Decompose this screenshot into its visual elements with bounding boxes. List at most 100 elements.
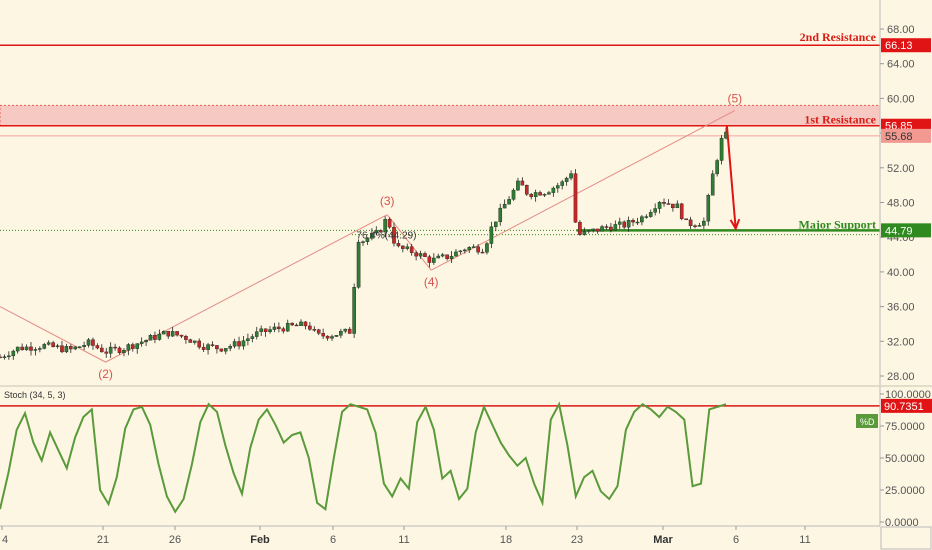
candle-body	[33, 349, 38, 351]
candle-body	[91, 339, 95, 346]
candle-body	[73, 346, 78, 350]
candle-body	[263, 328, 268, 332]
forecast-arrowhead	[729, 218, 741, 231]
candle-body	[135, 343, 140, 349]
candle-body	[679, 203, 684, 219]
time-tick-label: Feb	[250, 534, 270, 546]
wave-count-lines	[0, 110, 736, 363]
candle-body	[184, 336, 188, 340]
time-axis[interactable]: 4 21 26 Feb 6 11 18 23 Mar 6 11	[0, 525, 880, 546]
wave-line	[0, 306, 106, 363]
candle-body	[95, 345, 100, 349]
candle-body	[312, 329, 317, 331]
forecast-arrow	[725, 125, 737, 229]
candle-body	[494, 221, 498, 227]
candle-body	[476, 246, 480, 253]
time-tick-label: Mar	[653, 534, 673, 546]
candle-body	[139, 341, 144, 344]
candle-body	[569, 173, 573, 179]
candle-body	[604, 226, 609, 228]
wave-labels: (2) (3) (4) (5)	[98, 92, 742, 382]
candle-body	[533, 192, 538, 198]
candle-body	[542, 193, 547, 196]
stochastic-axis[interactable]: 100.0000 75.0000 50.0000 25.0000 0.0000 90.7…	[856, 386, 932, 529]
candle-body	[237, 341, 241, 347]
candle-body	[15, 346, 20, 352]
candle-body	[299, 321, 303, 326]
candle-body	[175, 331, 179, 336]
candle-body	[86, 339, 91, 346]
candle-body	[710, 173, 715, 196]
candle-body	[356, 241, 361, 288]
candle-body	[250, 336, 255, 339]
candle-body	[55, 345, 60, 347]
candle-body	[303, 321, 308, 327]
wave-line	[430, 110, 736, 271]
candle-body	[538, 192, 542, 196]
candle-body	[635, 221, 640, 224]
candle-body	[387, 218, 392, 228]
candle-body	[463, 249, 467, 252]
candle-body	[285, 322, 290, 332]
candle-body	[467, 247, 472, 251]
candle-body	[46, 342, 51, 345]
candle-body	[392, 226, 396, 244]
candle-body	[489, 226, 494, 244]
candle-body	[693, 225, 697, 227]
candle-body	[547, 192, 551, 195]
candle-body	[325, 335, 330, 339]
candle-body	[414, 252, 418, 257]
candle-body	[564, 177, 569, 182]
candle-body	[201, 346, 206, 350]
candle-body	[516, 180, 520, 191]
stochastic-tick-label: 75.0000	[885, 421, 925, 433]
candle-body	[591, 228, 595, 231]
candle-body	[436, 255, 441, 259]
candle-body	[427, 256, 432, 263]
candle-body	[179, 334, 184, 337]
candle-body	[675, 203, 680, 209]
candle-body	[294, 324, 299, 327]
candle-body	[343, 328, 348, 332]
candle-body	[445, 254, 449, 259]
candle-body	[498, 207, 503, 223]
candle-body	[644, 216, 649, 218]
candle-body	[600, 226, 604, 232]
candle-body	[418, 253, 423, 257]
candle-body	[100, 347, 104, 353]
candle-body	[396, 243, 401, 247]
candle-body	[648, 212, 653, 217]
stochastic-legend-tag: %D	[856, 414, 878, 428]
price-panel: (2) (3) (4) (5) 76.4%(44.29) 2nd Resistance…	[0, 30, 881, 382]
candle-body	[108, 346, 113, 354]
candle-body	[161, 331, 166, 335]
candle-body	[480, 251, 485, 254]
candle-body	[29, 346, 33, 351]
candle-body	[215, 345, 219, 350]
candle-body	[188, 339, 193, 343]
candle-body	[272, 326, 277, 330]
candle-body	[210, 344, 215, 346]
candle-body	[365, 238, 370, 242]
candle-body	[586, 230, 591, 232]
candle-body	[334, 335, 339, 337]
candle-body	[560, 181, 565, 186]
svg-text:%D: %D	[860, 417, 875, 427]
candle-body	[144, 340, 148, 343]
candle-body	[458, 250, 463, 253]
candle-body	[330, 336, 334, 339]
candle-body	[423, 253, 427, 257]
candle-body	[232, 341, 237, 347]
candle-body	[20, 346, 24, 351]
support-label: Major Support	[799, 217, 876, 231]
candle-body	[697, 225, 702, 227]
candle-body	[254, 331, 259, 337]
candle-body	[706, 195, 711, 222]
settings-corner[interactable]	[880, 526, 932, 550]
candle-body	[471, 246, 476, 248]
candle-body	[631, 219, 635, 223]
candle-body	[241, 340, 246, 347]
candle-body	[126, 344, 131, 351]
price-axis[interactable]: 28.0032.0036.0040.0044.0048.0052.0056.00…	[879, 0, 931, 385]
stochastic-d-line	[0, 401, 727, 514]
